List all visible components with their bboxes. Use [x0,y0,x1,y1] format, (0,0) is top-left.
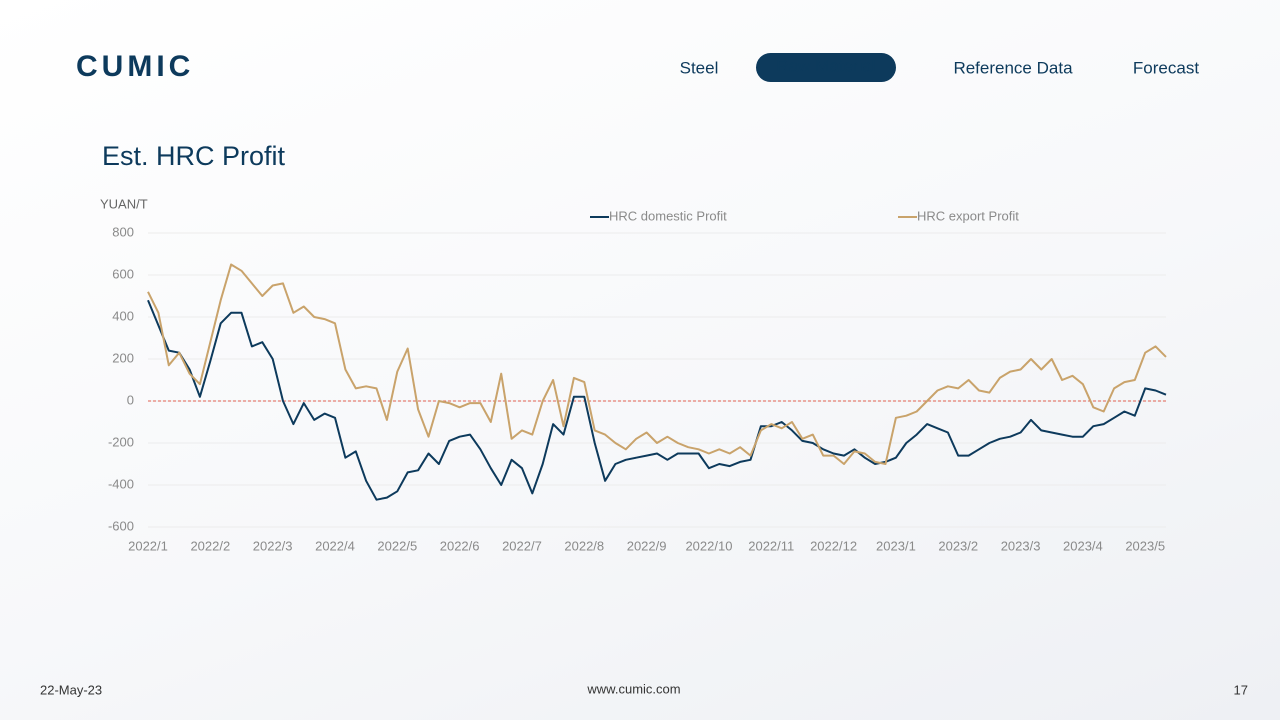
x-tick-label: 2022/7 [502,538,542,553]
y-tick-label: -200 [108,434,134,449]
nav-item[interactable]: Forecast [1133,58,1199,77]
nav-active-pill [756,53,896,82]
y-tick-label: -400 [108,476,134,491]
legend-label: HRC domestic Profit [609,208,727,223]
x-tick-label: 2022/9 [627,538,667,553]
x-tick-label: 2023/2 [938,538,978,553]
nav-item[interactable]: Steel [680,58,719,77]
y-axis-label: YUAN/T [100,196,148,211]
nav-item[interactable]: Raw Material [776,56,875,75]
x-tick-label: 2022/11 [748,538,794,553]
y-tick-label: 0 [127,392,134,407]
x-tick-label: 2022/5 [377,538,417,553]
x-tick-label: 2022/12 [810,538,857,553]
data-line [147,263,1167,465]
x-tick-label: 2022/3 [253,538,293,553]
y-tick-label: 400 [112,308,134,323]
page-number: 17 [1234,682,1248,697]
x-tick-label: 2022/10 [685,538,732,553]
y-tick-label: -600 [108,518,134,533]
x-tick-label: 2023/5 [1125,538,1165,553]
x-tick-label: 2022/2 [190,538,230,553]
y-tick-label: 600 [112,266,134,281]
logo: CUMIC [76,50,194,83]
x-tick-label: 2023/1 [876,538,916,553]
x-tick-label: 2022/1 [128,538,168,553]
nav-item[interactable]: Reference Data [953,58,1073,77]
x-tick-label: 2022/8 [564,538,604,553]
x-tick-label: 2023/4 [1063,538,1103,553]
y-tick-label: 800 [112,224,134,239]
footer-url: www.cumic.com [586,681,680,696]
x-tick-label: 2023/3 [1001,538,1041,553]
y-tick-label: 200 [112,350,134,365]
footer-date: 22-May-23 [40,682,102,697]
legend-label: HRC export Profit [917,208,1019,223]
chart-title: Est. HRC Profit [102,141,286,171]
x-tick-label: 2022/4 [315,538,355,553]
x-tick-label: 2022/6 [440,538,480,553]
data-line [147,299,1167,501]
